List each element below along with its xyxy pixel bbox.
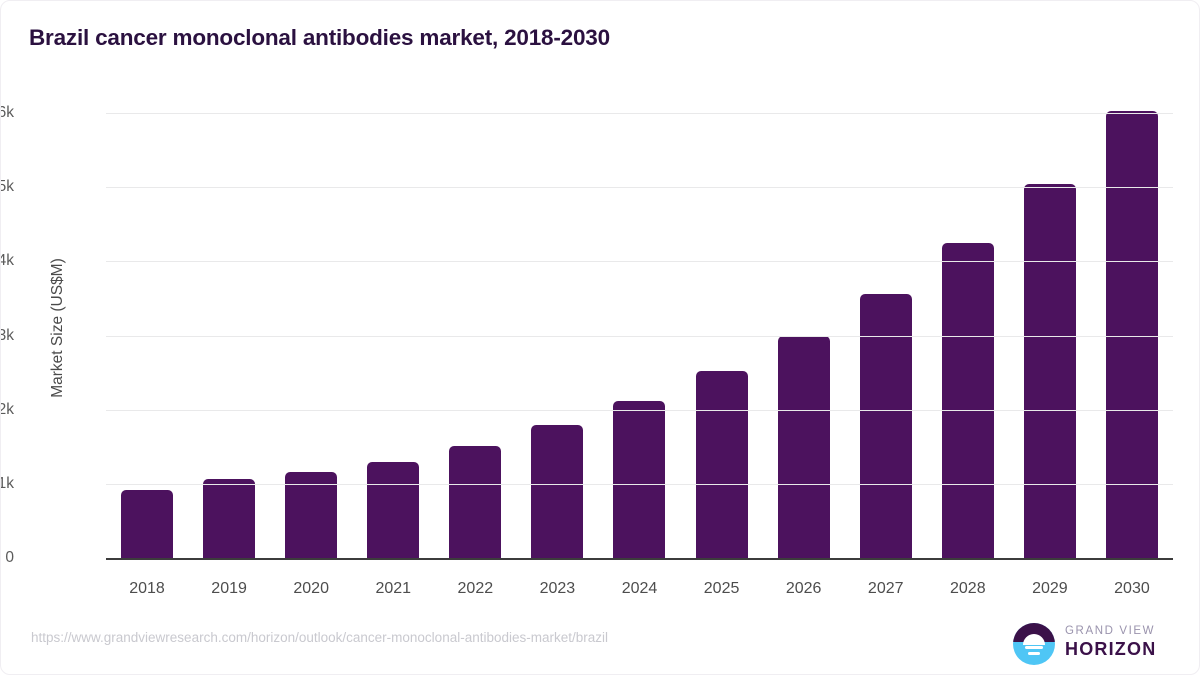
bar-2026[interactable] xyxy=(777,335,830,558)
gridline xyxy=(106,261,1173,263)
page-title: Brazil cancer monoclonal antibodies mark… xyxy=(29,25,610,50)
logo-line-horizon: HORIZON xyxy=(1065,639,1157,659)
logo-bar-upper xyxy=(1025,646,1043,650)
bar-slot xyxy=(188,113,270,558)
x-axis-tick-label: 2020 xyxy=(293,580,329,597)
bar-2022[interactable] xyxy=(449,446,502,558)
x-axis-tick-label: 2021 xyxy=(375,580,412,597)
logo-text: GRAND VIEW HORIZON xyxy=(1065,625,1156,660)
bar-slot xyxy=(352,113,434,558)
bar-slot xyxy=(1009,113,1091,558)
logo-top-half xyxy=(1013,623,1055,643)
bar-slot xyxy=(763,113,845,558)
y-axis-title: Market Size (US$M) xyxy=(49,258,66,398)
bar-series xyxy=(106,111,1173,558)
bar-2024[interactable] xyxy=(613,400,666,558)
bar-slot xyxy=(516,113,598,558)
logo-line-grand-view: GRAND VIEW xyxy=(1065,625,1156,637)
x-axis-tick-label: 2022 xyxy=(457,580,494,597)
bar-slot xyxy=(270,113,352,558)
bar-slot xyxy=(845,113,927,558)
x-axis-tick-label: 2027 xyxy=(867,580,904,597)
horizon-sun-icon xyxy=(1013,623,1055,665)
x-axis-tick-label: 2023 xyxy=(539,580,576,597)
y-axis-tick-label: 2k xyxy=(1,400,14,418)
x-axis-tick-label: 2029 xyxy=(1032,580,1068,597)
bar-2030[interactable] xyxy=(1105,111,1158,558)
y-axis-tick-label: 5k xyxy=(1,178,14,196)
bar-slot xyxy=(598,113,680,558)
bar-slot xyxy=(681,113,763,558)
bar-slot xyxy=(1091,111,1173,558)
gridline xyxy=(106,113,1173,114)
x-axis-tick-label: 2025 xyxy=(703,580,740,597)
bar-2018[interactable] xyxy=(121,489,174,558)
plot-area: 2018 2019 2020 2021 2022 2023 2024 2025 2026 2027… xyxy=(106,111,1173,597)
y-axis-tick-label: 4k xyxy=(1,252,14,270)
y-axis-tick-label: 1k xyxy=(1,474,14,492)
x-axis-line xyxy=(106,558,1173,560)
y-axis-tick-label: 0 xyxy=(5,549,14,566)
gridline xyxy=(106,409,1173,411)
y-axis-tick-label: 6k xyxy=(1,104,14,121)
bar-slot xyxy=(434,113,516,558)
bar-slot xyxy=(106,113,188,558)
bar-2027[interactable] xyxy=(859,294,912,558)
bar-2029[interactable] xyxy=(1023,184,1076,558)
bar-2028[interactable] xyxy=(941,243,994,558)
x-axis-tick-label: 2018 xyxy=(129,580,165,597)
bar-2025[interactable] xyxy=(695,371,748,558)
logo-dome-shape xyxy=(1023,633,1045,645)
grand-view-horizon-logo[interactable]: GRAND VIEW HORIZON xyxy=(1013,621,1173,669)
gridline xyxy=(106,483,1173,485)
logo-bar-lower xyxy=(1028,652,1040,656)
source-url[interactable]: https://www.grandviewresearch.com/horizo… xyxy=(31,630,609,645)
gridline xyxy=(106,187,1173,189)
x-axis-tick-label: 2026 xyxy=(785,580,822,597)
bar-2023[interactable] xyxy=(531,425,584,558)
x-axis-tick-label: 2019 xyxy=(211,580,247,597)
gridline xyxy=(106,335,1173,337)
y-axis-tick-label: 3k xyxy=(1,326,14,344)
x-axis-tick-label: 2024 xyxy=(621,580,658,597)
bar-2021[interactable] xyxy=(367,462,420,558)
x-axis-tick-label: 2028 xyxy=(950,580,986,597)
x-axis-tick-label: 2030 xyxy=(1114,580,1150,597)
bar-2019[interactable] xyxy=(203,479,256,558)
bar-2020[interactable] xyxy=(285,471,338,558)
bar-slot xyxy=(927,113,1009,558)
